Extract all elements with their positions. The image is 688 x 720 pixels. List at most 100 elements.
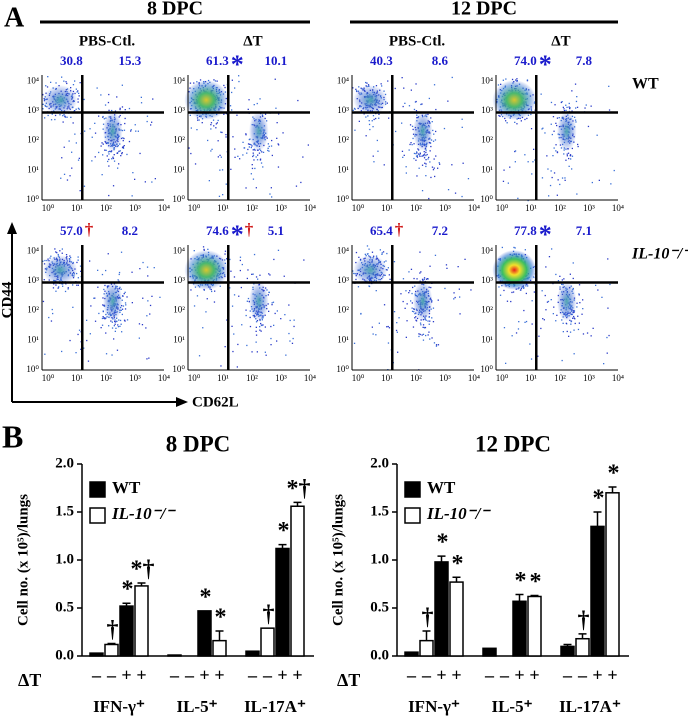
event-dot xyxy=(603,363,605,365)
event-dot xyxy=(128,107,131,110)
density-blob xyxy=(413,281,433,322)
event-dot xyxy=(381,252,383,254)
event-dot xyxy=(371,120,373,122)
significance-mark: † xyxy=(263,602,275,628)
plot-y-tick-label: 10² xyxy=(27,135,39,145)
event-dot xyxy=(98,312,100,315)
event-dot xyxy=(353,342,356,344)
event-dot xyxy=(302,156,304,158)
event-dot xyxy=(261,151,263,153)
event-dot xyxy=(248,99,250,101)
event-dot xyxy=(207,139,209,142)
event-dot xyxy=(122,140,124,142)
event-dot xyxy=(561,101,563,103)
event-dot xyxy=(57,287,59,289)
treatment-value: – xyxy=(106,665,117,685)
event-dot xyxy=(245,314,247,317)
event-dot xyxy=(211,148,213,150)
event-dot xyxy=(102,310,104,312)
event-dot xyxy=(64,115,66,118)
plot-x-tick-label: 10² xyxy=(100,373,112,383)
event-dot xyxy=(389,278,391,280)
event-dot xyxy=(268,150,270,152)
event-dot xyxy=(428,316,430,318)
event-dot xyxy=(422,333,425,335)
event-dot xyxy=(267,143,269,145)
event-dot xyxy=(91,160,93,162)
event-dot xyxy=(277,166,280,168)
event-dot xyxy=(71,151,73,153)
event-dot xyxy=(243,147,246,149)
plot-x-tick-label: 10² xyxy=(554,373,566,383)
event-dot xyxy=(68,140,70,142)
event-dot xyxy=(104,149,106,151)
event-dot xyxy=(367,253,369,255)
event-dot xyxy=(71,167,73,169)
chart-title: 12 DPC xyxy=(475,431,551,456)
event-dot xyxy=(219,285,221,287)
event-dot xyxy=(541,128,543,130)
event-dot xyxy=(499,294,502,296)
event-dot xyxy=(123,129,126,131)
event-dot xyxy=(253,104,255,106)
event-dot xyxy=(277,249,280,251)
event-dot xyxy=(404,307,406,309)
event-dot xyxy=(375,290,377,292)
event-dot xyxy=(576,106,579,108)
event-dot xyxy=(221,131,223,134)
panel-label: A xyxy=(4,2,25,33)
event-dot xyxy=(461,126,463,128)
event-dot xyxy=(425,159,427,161)
event-dot xyxy=(498,286,500,288)
plot-y-tick-label: 10⁰ xyxy=(172,364,185,374)
event-dot xyxy=(78,329,81,331)
event-dot xyxy=(598,179,600,181)
event-dot xyxy=(289,340,291,342)
event-dot xyxy=(300,181,302,184)
event-dot xyxy=(566,155,568,157)
event-dot xyxy=(112,157,115,160)
event-dot xyxy=(563,278,565,280)
event-dot xyxy=(532,161,534,163)
event-dot xyxy=(411,310,414,312)
event-dot xyxy=(254,149,256,151)
treatment-value: + xyxy=(514,665,524,685)
event-dot xyxy=(94,122,96,124)
error-bar xyxy=(578,633,587,639)
event-dot xyxy=(86,339,88,342)
treatment-value: + xyxy=(121,665,131,685)
event-dot xyxy=(255,276,258,278)
event-dot xyxy=(420,103,422,106)
event-dot xyxy=(121,308,124,310)
event-dot xyxy=(550,101,553,104)
event-dot xyxy=(74,80,76,82)
plot-x-tick-label: 10² xyxy=(100,203,112,213)
density-blob xyxy=(557,281,577,322)
event-dot xyxy=(547,300,550,303)
event-dot xyxy=(119,108,121,111)
event-dot xyxy=(578,322,580,324)
event-dot xyxy=(86,319,88,321)
event-dot xyxy=(428,331,430,333)
event-dot xyxy=(400,293,402,295)
event-dot xyxy=(55,82,57,84)
event-dot xyxy=(87,360,90,362)
event-dot xyxy=(558,117,560,119)
event-dot xyxy=(118,163,120,165)
plot-x-tick-label: 10⁴ xyxy=(612,203,624,213)
event-dot xyxy=(239,158,241,160)
event-dot xyxy=(193,250,195,252)
plot-y-tick-label: 10³ xyxy=(481,105,493,115)
event-dot xyxy=(236,366,238,368)
y-tick-label: 1.0 xyxy=(370,551,389,567)
event-dot xyxy=(149,304,152,307)
event-dot xyxy=(91,136,93,138)
event-dot xyxy=(402,105,404,108)
event-dot xyxy=(573,329,575,331)
event-dot xyxy=(569,107,571,109)
event-dot xyxy=(101,142,103,144)
event-dot xyxy=(414,101,417,103)
event-dot xyxy=(148,357,150,359)
event-dot xyxy=(546,301,549,303)
event-dot xyxy=(239,269,241,272)
